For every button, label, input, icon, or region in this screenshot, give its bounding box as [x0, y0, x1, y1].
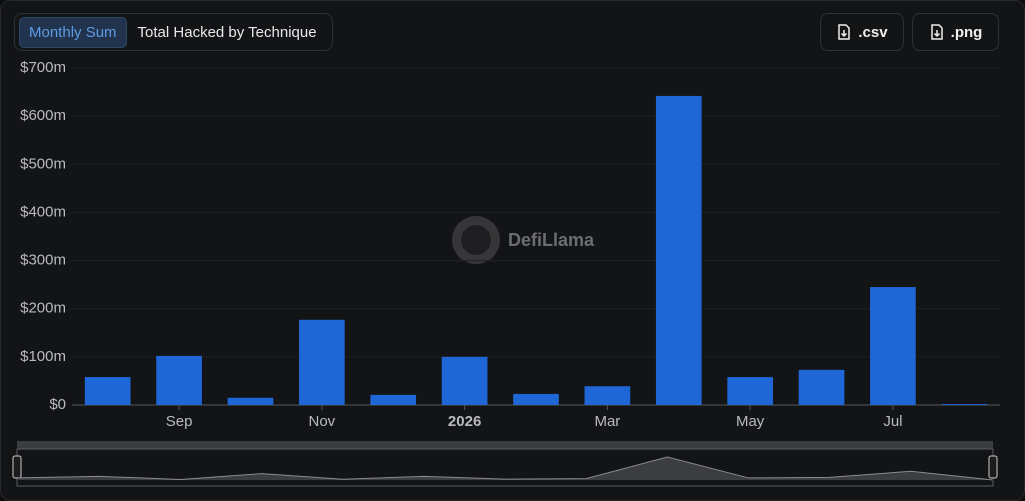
bar: [941, 404, 988, 405]
navigator-area: [18, 457, 992, 480]
x-tick-label: 2026: [448, 413, 481, 430]
file-icon: [930, 24, 943, 40]
download-button[interactable]: .png: [912, 13, 999, 51]
bar: [370, 394, 417, 405]
y-tick-label: $700m: [20, 59, 66, 76]
bar: [727, 377, 773, 405]
bar: [798, 369, 845, 405]
y-tick-label: $0: [49, 396, 66, 413]
bar: [84, 377, 131, 405]
bar: [156, 355, 202, 405]
x-tick-label: Mar: [594, 413, 620, 430]
tab-group: Monthly Sum Total Hacked by Technique: [14, 13, 333, 51]
x-tick-label: Jul: [883, 413, 902, 430]
download-button[interactable]: .csv: [820, 13, 904, 51]
navigator-bar[interactable]: [17, 441, 993, 449]
navigator[interactable]: [16, 448, 994, 487]
bar: [299, 319, 345, 405]
bar: [655, 95, 702, 406]
y-tick-label: $200m: [20, 300, 66, 317]
y-tick-label: $100m: [20, 348, 66, 365]
x-tick-label: Sep: [166, 413, 193, 430]
navigator-handle[interactable]: [988, 455, 998, 479]
bar: [584, 386, 631, 405]
bar: [513, 393, 559, 405]
x-tick-label: Nov: [309, 413, 336, 430]
bar: [441, 356, 488, 405]
bar: [870, 287, 916, 405]
y-tick-label: $400m: [20, 203, 66, 220]
x-tick-label: May: [736, 413, 765, 430]
y-tick-label: $300m: [20, 252, 66, 269]
button-label: .png: [950, 23, 983, 41]
watermark-logo: [452, 216, 500, 264]
file-icon: [838, 24, 851, 40]
button-label: .csv: [858, 23, 888, 41]
watermark: DefiLlama: [508, 230, 595, 250]
y-tick-label: $500m: [20, 155, 66, 172]
navigator-handle[interactable]: [12, 455, 22, 479]
bar: [227, 397, 274, 405]
tab[interactable]: Total Hacked by Technique: [137, 23, 317, 41]
y-tick-label: $600m: [20, 107, 66, 124]
tab[interactable]: Monthly Sum: [19, 16, 127, 48]
navigator-line: [17, 456, 993, 481]
